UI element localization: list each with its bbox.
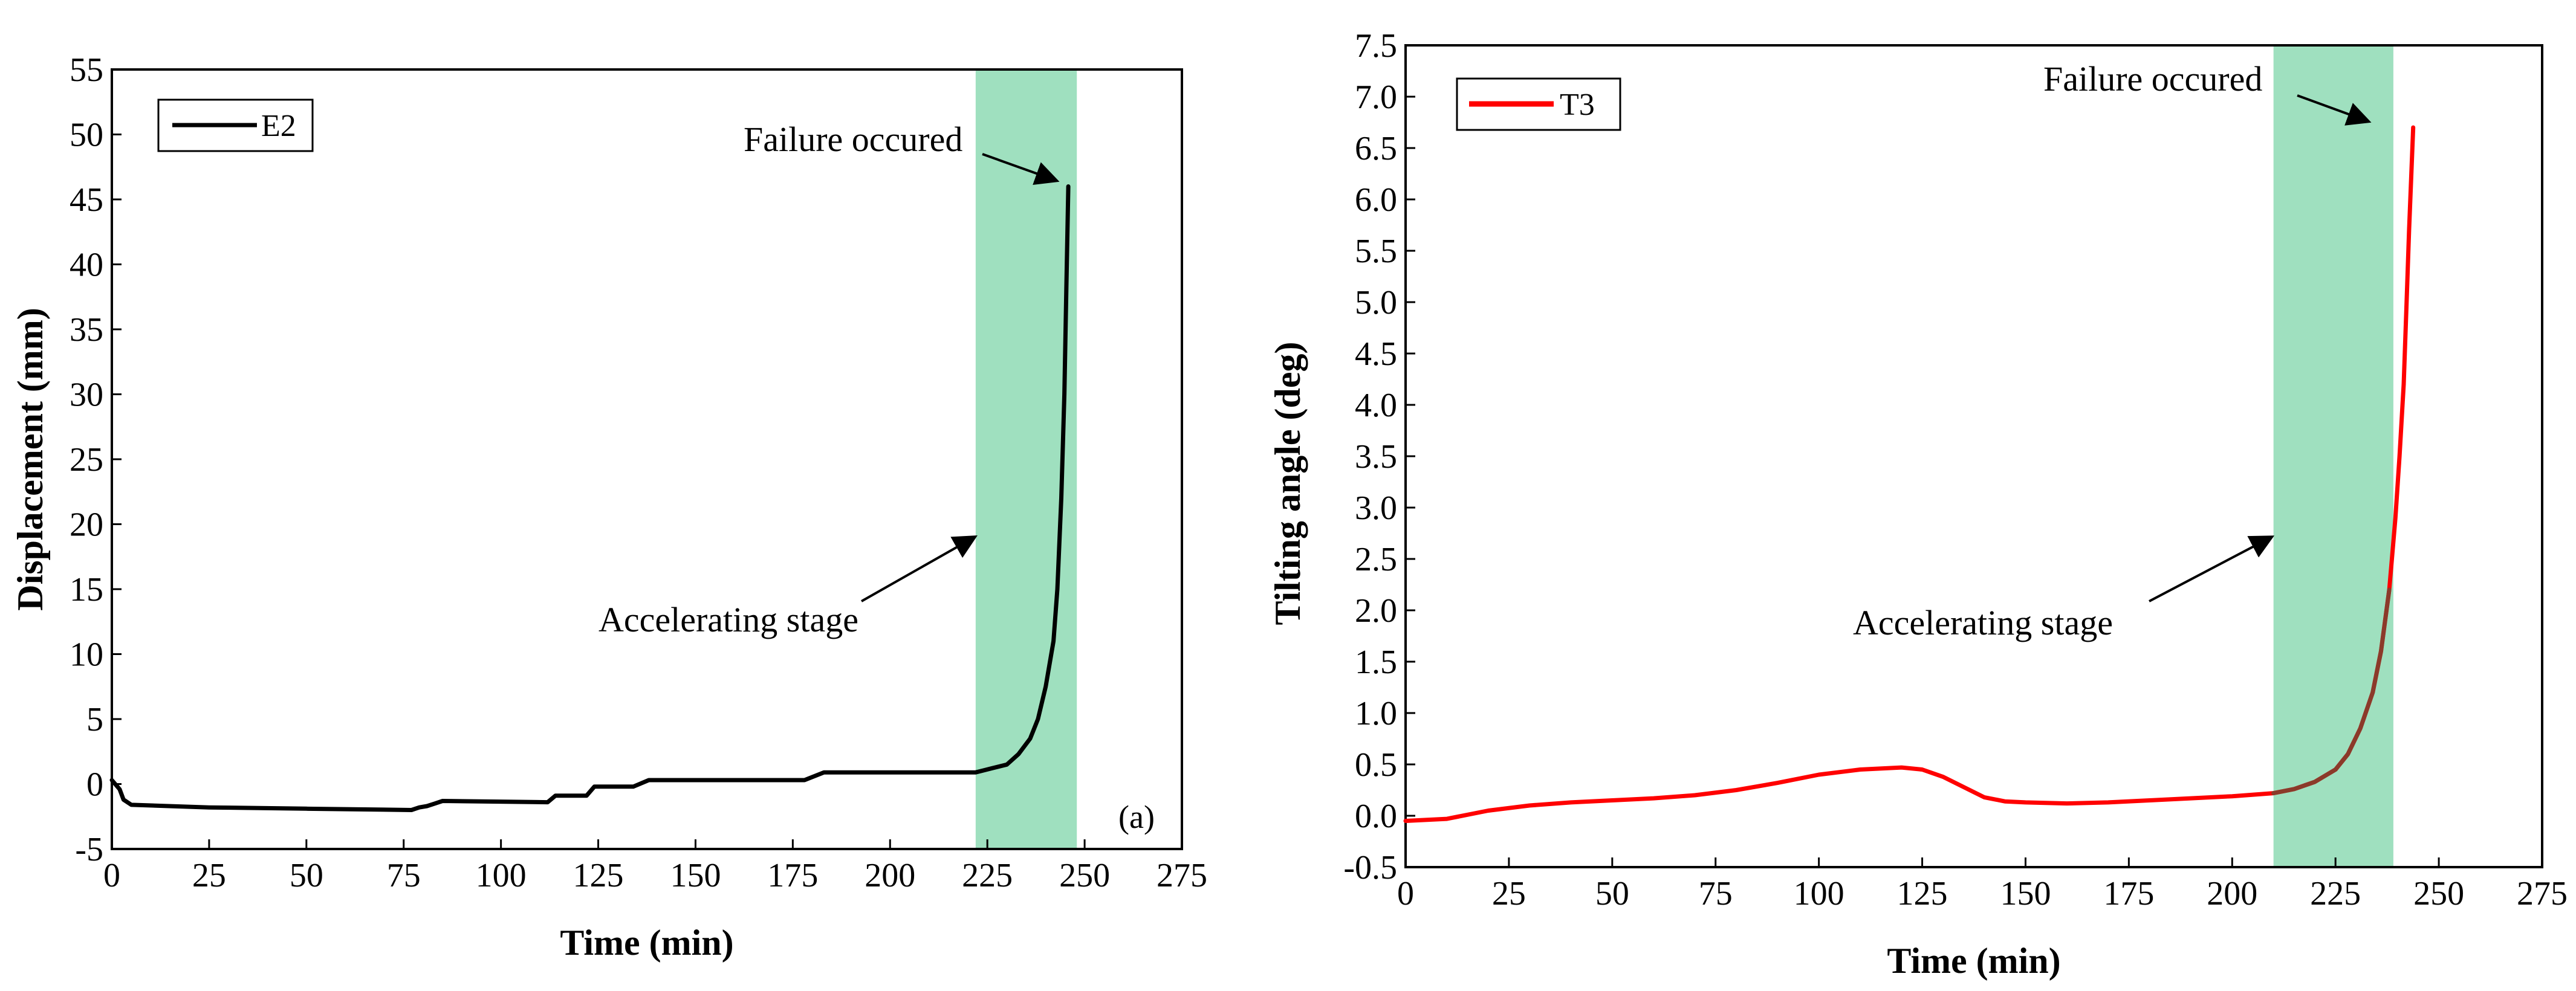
y-tick-label: 5.0 — [1355, 284, 1397, 321]
y-tick-label: 3.0 — [1355, 489, 1397, 527]
y-tick-label: 6.0 — [1355, 181, 1397, 219]
x-tick-label: 125 — [573, 857, 624, 894]
y-tick-label: 5.5 — [1355, 233, 1397, 270]
y-tick-label: 35 — [70, 311, 103, 349]
x-tick-label: 125 — [1897, 875, 1948, 912]
accelerating-stage-region — [2273, 45, 2393, 867]
y-tick-label: -0.5 — [1343, 849, 1397, 886]
y-tick-label: 2.0 — [1355, 592, 1397, 630]
y-tick-label: 30 — [70, 376, 103, 414]
tilting-angle-chart: 0 25 50 75 100 125 150 175 200 225 250 275 -0.5 0.0 0.… — [1268, 27, 2568, 981]
x-tick-label: 200 — [2207, 875, 2257, 912]
panel-label: (a) — [1118, 799, 1155, 835]
y-tick-label: 6.5 — [1355, 130, 1397, 167]
annotation-accelerating: Accelerating stage — [1853, 535, 2275, 642]
accelerating-stage-region — [975, 69, 1077, 849]
annotation-failure-arrow — [982, 153, 1060, 186]
series-line-e2 — [109, 184, 1071, 812]
x-tick-label: 75 — [387, 857, 421, 894]
legend: E2 — [157, 98, 314, 152]
y-tick-label: 0 — [86, 766, 103, 804]
y-tick-label: 7.5 — [1355, 27, 1397, 65]
annotation-failure: Failure occured — [2043, 59, 2372, 126]
annotation-accelerating-arrow — [861, 535, 978, 602]
y-tick-label: 55 — [70, 51, 103, 89]
x-tick-label: 250 — [2413, 875, 2464, 912]
annotation-accelerating-text: Accelerating stage — [599, 600, 858, 639]
annotation-failure-text: Failure occured — [744, 120, 962, 159]
x-tick-label: 225 — [962, 857, 1013, 894]
x-tick-label: 250 — [1059, 857, 1110, 894]
y-tick-label: 15 — [70, 571, 103, 608]
y-tick-label: 4.0 — [1355, 387, 1397, 424]
x-tick-label: 200 — [865, 857, 915, 894]
x-tick-label: 0 — [103, 857, 120, 894]
y-axis-title: Displacement (mm) — [10, 308, 50, 611]
annotation-failure: Failure occured — [744, 120, 1060, 186]
y-tick-label: 50 — [70, 117, 103, 154]
y-axis-title: Tilting angle (deg) — [1268, 342, 1308, 625]
y-tick-label: 25 — [70, 441, 103, 479]
x-axis-title: Time (min) — [560, 923, 733, 963]
y-tick-label: 10 — [70, 636, 103, 674]
x-tick-label: 175 — [767, 857, 818, 894]
y-tick-label: 20 — [70, 506, 103, 544]
x-tick-label: 100 — [476, 857, 527, 894]
x-tick-label: 50 — [290, 857, 323, 894]
x-tick-label: 150 — [670, 857, 721, 894]
annotation-accelerating-arrow — [2149, 535, 2275, 602]
x-tick-label: 275 — [1157, 857, 1207, 894]
x-tick-label: 50 — [1595, 875, 1629, 912]
x-tick-label: 25 — [1492, 875, 1526, 912]
y-tick-label: 4.5 — [1355, 335, 1397, 373]
y-tick-label: 1.0 — [1355, 695, 1397, 732]
legend-label-t3: T3 — [1560, 88, 1595, 122]
y-tick-label: 45 — [70, 181, 103, 219]
x-tick-label: 100 — [1794, 875, 1844, 912]
x-tick-label: 75 — [1699, 875, 1733, 912]
y-tick-label: 2.5 — [1355, 541, 1397, 578]
x-tick-label: 275 — [2517, 875, 2568, 912]
x-axis-title: Time (min) — [1887, 941, 2060, 981]
y-tick-label: 0.0 — [1355, 798, 1397, 835]
annotation-accelerating: Accelerating stage — [599, 535, 978, 639]
legend-label-e2: E2 — [261, 109, 296, 143]
legend: T3 — [1456, 77, 1621, 131]
displacement-chart: 0 25 50 75 100 125 150 175 200 225 250 275-50510152… — [10, 51, 1207, 963]
x-tick-label: 150 — [2000, 875, 2051, 912]
annotation-accelerating-text: Accelerating stage — [1853, 603, 2113, 642]
y-tick-label: 5 — [86, 701, 103, 738]
series-line-t3-shaded-segment — [2271, 587, 2392, 796]
annotation-failure-arrow — [2297, 94, 2372, 126]
y-tick-label: 3.5 — [1355, 438, 1397, 476]
x-tick-label: 175 — [2103, 875, 2154, 912]
x-tick-label: 225 — [2310, 875, 2361, 912]
y-tick-label: 0.5 — [1355, 746, 1397, 784]
annotation-failure-text: Failure occured — [2043, 59, 2262, 98]
y-tick-label: -5 — [75, 831, 103, 868]
series-line-t3 — [1403, 125, 2416, 823]
y-tick-label: 7.0 — [1355, 79, 1397, 116]
x-tick-label: 25 — [192, 857, 226, 894]
x-tick-label: 0 — [1397, 875, 1414, 912]
y-tick-label: 1.5 — [1355, 644, 1397, 681]
y-tick-label: 40 — [70, 247, 103, 284]
